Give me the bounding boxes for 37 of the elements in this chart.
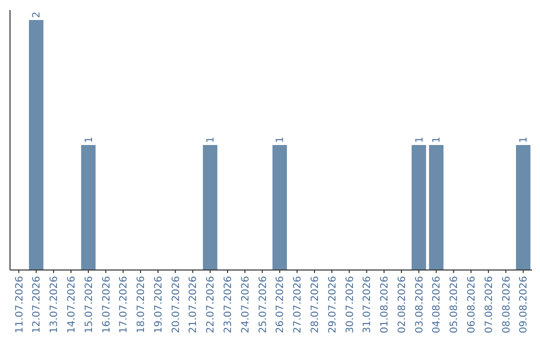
x-tick-label: 23.07.2026 [223,276,234,334]
x-tick-label: 27.07.2026 [292,276,304,334]
x-tick-label: 21.07.2026 [188,276,200,334]
x-tick-label: 25.07.2026 [258,276,269,334]
x-tick-label: 16.07.2026 [101,276,112,334]
x-tick-label: 29.07.2026 [327,276,338,334]
data-label: 1 [432,136,443,143]
x-tick-label: 31.07.2026 [362,276,374,334]
data-label: 1 [84,136,95,143]
x-tick-label: 24.07.2026 [240,276,252,334]
x-tick-label: 02.08.2026 [396,276,408,334]
x-tick-label: 07.08.2026 [484,276,495,334]
x-tick-label: 18.07.2026 [136,276,148,334]
data-label: 1 [518,136,530,143]
x-tick-label: 09.08.2026 [518,276,530,334]
x-tick-label: 12.07.2026 [32,276,43,334]
x-tick-label: 30.07.2026 [344,276,356,334]
data-label: 1 [275,136,286,143]
x-tick-label: 05.08.2026 [449,276,460,334]
x-tick-label: 01.08.2026 [380,276,391,334]
x-tick-label: 20.07.2026 [170,276,182,334]
x-tick-label: 15.07.2026 [84,276,95,334]
x-tick-label: 04.08.2026 [432,276,443,334]
x-tick-label: 14.07.2026 [66,276,78,334]
data-label: 1 [414,136,426,143]
x-tick-label: 11.07.2026 [14,276,26,334]
x-tick-label: 03.08.2026 [414,276,426,334]
data-label: 2 [32,12,43,18]
data-label: 1 [206,136,217,143]
x-tick-label: 28.07.2026 [310,276,321,334]
x-tick-label: 19.07.2026 [153,276,164,334]
x-tick-label: 17.07.2026 [118,276,130,334]
x-tick-label: 22.07.2026 [206,276,217,334]
x-tick-label: 26.07.2026 [275,276,286,334]
x-tick-label: 08.08.2026 [501,276,512,334]
x-tick-label: 06.08.2026 [466,276,478,334]
x-tick-label: 13.07.2026 [49,276,60,334]
